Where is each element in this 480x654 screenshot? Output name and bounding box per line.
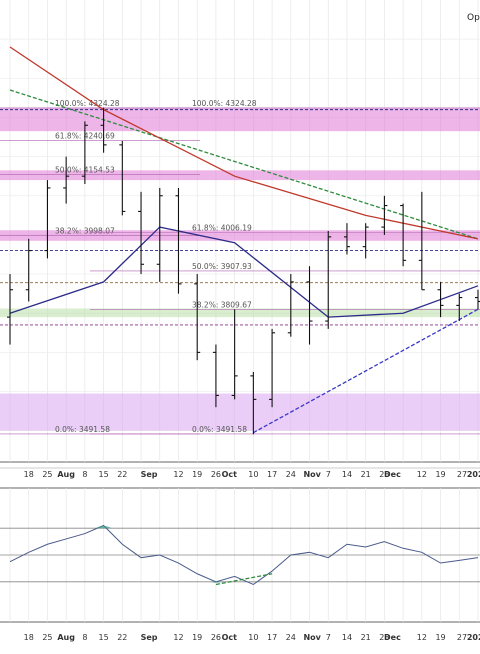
x-tick-label-bottom: 17 bbox=[267, 633, 277, 642]
oversold-fill bbox=[209, 581, 222, 583]
highlight-band bbox=[0, 308, 480, 318]
ohlc-bar bbox=[269, 328, 276, 408]
ohlc-bar bbox=[418, 191, 425, 291]
x-tick-label: 19 bbox=[192, 470, 202, 479]
x-tick-label: 27 bbox=[457, 470, 467, 479]
x-tick-label: 17 bbox=[267, 470, 277, 479]
x-tick-label-bottom: 27 bbox=[457, 633, 467, 642]
highlight-band bbox=[0, 107, 480, 132]
ohlc-bar bbox=[287, 274, 294, 337]
ohlc-bar bbox=[175, 187, 182, 294]
ohlc-bar bbox=[437, 281, 444, 318]
x-tick-label-bottom: 28 bbox=[379, 633, 389, 642]
x-tick-label-bottom: Aug bbox=[57, 633, 75, 642]
ohlc-bar bbox=[343, 223, 350, 255]
x-tick-label-bottom: 7 bbox=[326, 633, 331, 642]
ohlc-bar bbox=[7, 274, 13, 345]
ohlc-bar bbox=[325, 231, 332, 329]
x-tick-label-bottom: 19 bbox=[435, 633, 445, 642]
x-tick-label-bottom: 24 bbox=[286, 633, 296, 642]
ohlc-bar bbox=[100, 107, 107, 153]
ohlc-bar bbox=[456, 293, 463, 322]
x-tick-label: 2023 bbox=[467, 470, 480, 479]
x-tick-label: 26 bbox=[211, 470, 221, 479]
ohlc-bar bbox=[156, 187, 163, 282]
highlight-band bbox=[0, 393, 480, 431]
x-tick-label: Sep bbox=[141, 470, 158, 479]
x-tick-label: 21 bbox=[361, 470, 371, 479]
indicator-line bbox=[9, 524, 479, 586]
ohlc-bar bbox=[362, 223, 369, 259]
x-tick-label-bottom: 12 bbox=[173, 633, 183, 642]
ohlc-bar bbox=[231, 309, 238, 400]
x-tick-label: 8 bbox=[82, 470, 87, 479]
ohlc-bar bbox=[25, 238, 32, 302]
x-tick-label: 18 bbox=[24, 470, 34, 479]
x-tick-label: 24 bbox=[286, 470, 296, 479]
ohlc-bar bbox=[63, 156, 70, 204]
overbought-fill bbox=[95, 525, 112, 529]
fibonacci-label-left: 38.2%: 3998.07 bbox=[55, 227, 115, 236]
x-tick-label-bottom: Oct bbox=[222, 633, 238, 642]
divergence-line bbox=[215, 573, 273, 586]
x-tick-label-bottom: 14 bbox=[342, 633, 352, 642]
ohlc-bar bbox=[194, 274, 201, 361]
ohlc-bar bbox=[381, 195, 388, 235]
x-tick-label-bottom: 12 bbox=[417, 633, 427, 642]
x-tick-label: Oct bbox=[222, 470, 238, 479]
ohlc-bar bbox=[119, 140, 126, 216]
moving-average-short-line bbox=[9, 226, 479, 318]
ohlc-bar bbox=[81, 121, 88, 185]
indicator-panel bbox=[0, 524, 480, 586]
ohlc-bar bbox=[212, 344, 219, 408]
x-tick-label: 28 bbox=[379, 470, 389, 479]
x-tick-label-bottom: 19 bbox=[192, 633, 202, 642]
x-tick-label: 15 bbox=[99, 470, 109, 479]
x-tick-label: 12 bbox=[173, 470, 183, 479]
highlight-band bbox=[0, 230, 480, 241]
x-tick-label-bottom: 15 bbox=[99, 633, 109, 642]
x-tick-label-bottom: Dec bbox=[384, 633, 401, 642]
highlight-band bbox=[0, 170, 480, 181]
x-tick-label: 10 bbox=[248, 470, 258, 479]
x-tick-label: 12 bbox=[417, 470, 427, 479]
x-tick-label-bottom: 22 bbox=[117, 633, 127, 642]
x-tick-label-bottom: Nov bbox=[303, 633, 321, 642]
ohlc-bar bbox=[400, 203, 407, 267]
x-tick-label: Nov bbox=[303, 470, 321, 479]
x-tick-label-bottom: 10 bbox=[248, 633, 258, 642]
ohlc-bar bbox=[44, 180, 51, 259]
trendline bbox=[253, 308, 479, 434]
x-tick-label-bottom: 2023 bbox=[467, 633, 480, 642]
x-tick-label-bottom: 25 bbox=[42, 633, 52, 642]
x-tick-label-bottom: 8 bbox=[82, 633, 87, 642]
fibonacci-label-right: 0.0%: 3491.58 bbox=[192, 425, 247, 434]
fibonacci-label-left: 100.0%: 4324.28 bbox=[55, 99, 120, 108]
trendline bbox=[9, 89, 479, 240]
fibonacci-label-left: 0.0%: 3491.58 bbox=[55, 425, 110, 434]
header-corner-text: Op bbox=[467, 13, 480, 23]
x-tick-label-bottom: Sep bbox=[141, 633, 158, 642]
x-tick-label: Dec bbox=[384, 470, 401, 479]
fibonacci-label-right: 38.2%: 3809.67 bbox=[192, 300, 252, 309]
ohlc-bar bbox=[138, 191, 145, 275]
ohlc-bar bbox=[306, 266, 313, 345]
x-tick-label-bottom: 21 bbox=[361, 633, 371, 642]
x-tick-label: 19 bbox=[435, 470, 445, 479]
fibonacci-label-right: 100.0%: 4324.28 bbox=[192, 99, 257, 108]
x-tick-label-bottom: 18 bbox=[24, 633, 34, 642]
fibonacci-label-right: 61.8%: 4006.19 bbox=[192, 223, 252, 232]
x-tick-label-bottom: 26 bbox=[211, 633, 221, 642]
x-tick-label: 7 bbox=[326, 470, 331, 479]
ohlc-bar bbox=[250, 371, 257, 435]
x-tick-label: 22 bbox=[117, 470, 127, 479]
fibonacci-label-right: 50.0%: 3907.93 bbox=[192, 262, 252, 271]
x-tick-label: 25 bbox=[42, 470, 52, 479]
x-tick-label: 14 bbox=[342, 470, 352, 479]
x-tick-label: Aug bbox=[57, 470, 75, 479]
